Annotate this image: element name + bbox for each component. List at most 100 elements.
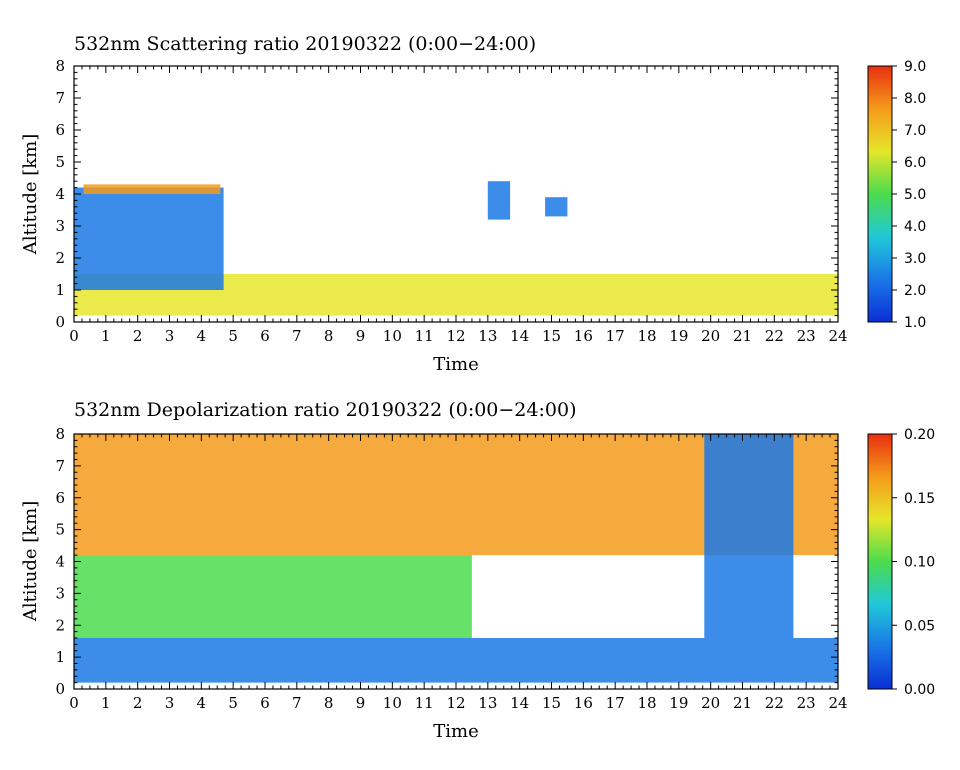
x-tick-label: 4 <box>197 327 207 345</box>
y-tick-label: 0 <box>55 680 65 698</box>
x-tick-label: 2 <box>133 694 143 712</box>
heatmap-region <box>74 638 838 683</box>
x-tick-label: 13 <box>478 694 497 712</box>
x-tick-label: 1 <box>101 327 111 345</box>
y-tick-label: 2 <box>55 249 65 267</box>
y-axis-label: Altitude [km] <box>20 134 41 256</box>
y-tick-label: 3 <box>55 217 65 235</box>
x-tick-label: 10 <box>383 327 402 345</box>
x-tick-label: 11 <box>415 694 434 712</box>
x-tick-label: 20 <box>701 694 720 712</box>
colorbar-tick-label: 0.00 <box>904 682 935 698</box>
y-axis: 0 1 2 3 4 5 6 7 8 <box>55 425 838 698</box>
colorbar-tick-label: 0.10 <box>904 555 935 571</box>
depolarization-ratio-title: 532nm Depolarization ratio 20190322 (0:0… <box>74 399 576 421</box>
x-tick-label: 4 <box>197 694 207 712</box>
colorbar-tick-label: 9.0 <box>904 59 926 75</box>
heatmap-region <box>74 187 224 290</box>
x-tick-label: 1 <box>101 694 111 712</box>
colorbar-tick-label: 1.0 <box>904 315 926 331</box>
x-tick-label: 9 <box>356 327 366 345</box>
x-tick-label: 22 <box>765 694 784 712</box>
colorbar-scale <box>867 433 893 690</box>
colorbar-tick-label: 0.20 <box>904 427 935 443</box>
scattering-ratio-panel: 532nm Scattering ratio 20190322 (0:00−24… <box>20 33 926 375</box>
x-tick-label: 12 <box>446 694 465 712</box>
scattering-ratio-title: 532nm Scattering ratio 20190322 (0:00−24… <box>74 33 536 55</box>
colorbar-tick-label: 7.0 <box>904 123 926 139</box>
y-tick-label: 4 <box>55 185 65 203</box>
heatmap-region <box>704 434 794 638</box>
x-tick-label: 8 <box>324 694 334 712</box>
x-tick-label: 0 <box>69 327 79 345</box>
x-tick-label: 18 <box>637 694 656 712</box>
scattering-ratio-heatmap <box>74 181 838 316</box>
x-tick-label: 6 <box>260 694 270 712</box>
x-tick-label: 24 <box>828 694 847 712</box>
heatmap-region <box>545 197 568 217</box>
colorbar-tick-label: 3.0 <box>904 251 926 267</box>
depolarization-ratio-heatmap <box>74 434 838 683</box>
colorbar-tick-label: 6.0 <box>904 155 926 171</box>
x-tick-label: 21 <box>733 327 752 345</box>
x-tick-label: 14 <box>510 327 529 345</box>
x-tick-label: 5 <box>228 327 238 345</box>
colorbar-tick-label: 2.0 <box>904 283 926 299</box>
x-tick-label: 11 <box>415 327 434 345</box>
x-tick-label: 15 <box>542 694 561 712</box>
colorbar-tick-label: 4.0 <box>904 219 926 235</box>
heatmap-region <box>74 555 472 638</box>
y-tick-label: 5 <box>55 153 65 171</box>
x-tick-label: 5 <box>228 694 238 712</box>
y-axis-label: Altitude [km] <box>20 501 41 623</box>
x-tick-label: 12 <box>446 327 465 345</box>
x-tick-label: 3 <box>165 694 175 712</box>
y-tick-label: 7 <box>55 89 65 107</box>
x-tick-label: 3 <box>165 327 175 345</box>
x-tick-label: 0 <box>69 694 79 712</box>
colorbar-scale <box>867 65 893 323</box>
x-tick-label: 21 <box>733 694 752 712</box>
x-axis: 0 1 2 3 4 5 6 7 8 9 10 11 12 13 14 15 16 17 18 19 20 21 22 23 24 <box>69 434 848 712</box>
colorbar-tick-label: 8.0 <box>904 91 926 107</box>
x-tick-label: 22 <box>765 327 784 345</box>
colorbar-tick-label: 0.15 <box>904 491 935 507</box>
heatmap-region <box>487 181 511 220</box>
x-tick-label: 13 <box>478 327 497 345</box>
colorbar-tick-label: 5.0 <box>904 187 926 203</box>
y-tick-label: 2 <box>55 616 65 634</box>
scattering-colorbar: 1.0 2.0 3.0 4.0 5.0 6.0 7.0 8.0 9.0 <box>867 59 926 331</box>
x-tick-label: 17 <box>606 694 625 712</box>
x-axis: 0 1 2 3 4 5 6 7 8 9 10 11 12 13 14 15 16 17 18 19 20 21 22 23 24 <box>69 66 848 345</box>
y-tick-label: 3 <box>55 584 65 602</box>
x-tick-label: 8 <box>324 327 334 345</box>
x-tick-label: 6 <box>260 327 270 345</box>
y-tick-label: 7 <box>55 457 65 475</box>
y-tick-label: 6 <box>55 489 65 507</box>
x-axis-label: Time <box>433 354 478 375</box>
x-tick-label: 19 <box>669 327 688 345</box>
x-tick-label: 23 <box>797 694 816 712</box>
heatmap-region <box>83 184 221 194</box>
x-tick-label: 24 <box>828 327 847 345</box>
x-tick-label: 23 <box>797 327 816 345</box>
y-axis: 0 1 2 3 4 5 6 7 8 <box>55 57 838 331</box>
x-tick-label: 15 <box>542 327 561 345</box>
x-tick-label: 17 <box>606 327 625 345</box>
y-tick-label: 0 <box>55 313 65 331</box>
x-axis-label: Time <box>433 721 478 742</box>
y-tick-label: 4 <box>55 553 65 571</box>
x-tick-label: 16 <box>574 327 593 345</box>
x-tick-label: 14 <box>510 694 529 712</box>
y-tick-label: 6 <box>55 121 65 139</box>
x-tick-label: 2 <box>133 327 143 345</box>
y-tick-label: 5 <box>55 521 65 539</box>
x-tick-label: 9 <box>356 694 366 712</box>
y-tick-label: 1 <box>55 281 65 299</box>
x-tick-label: 7 <box>292 327 302 345</box>
y-tick-label: 8 <box>55 425 65 443</box>
x-tick-label: 7 <box>292 694 302 712</box>
y-tick-label: 8 <box>55 57 65 75</box>
x-tick-label: 19 <box>669 694 688 712</box>
